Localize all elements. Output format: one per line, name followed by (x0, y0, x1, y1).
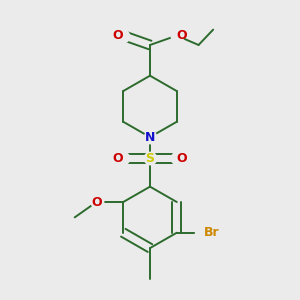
Text: O: O (112, 29, 123, 42)
Text: N: N (145, 130, 155, 144)
Text: O: O (177, 152, 188, 165)
Text: S: S (146, 152, 154, 165)
Text: Br: Br (203, 226, 219, 239)
Text: O: O (91, 196, 102, 208)
Text: O: O (177, 29, 188, 42)
Text: O: O (112, 152, 123, 165)
